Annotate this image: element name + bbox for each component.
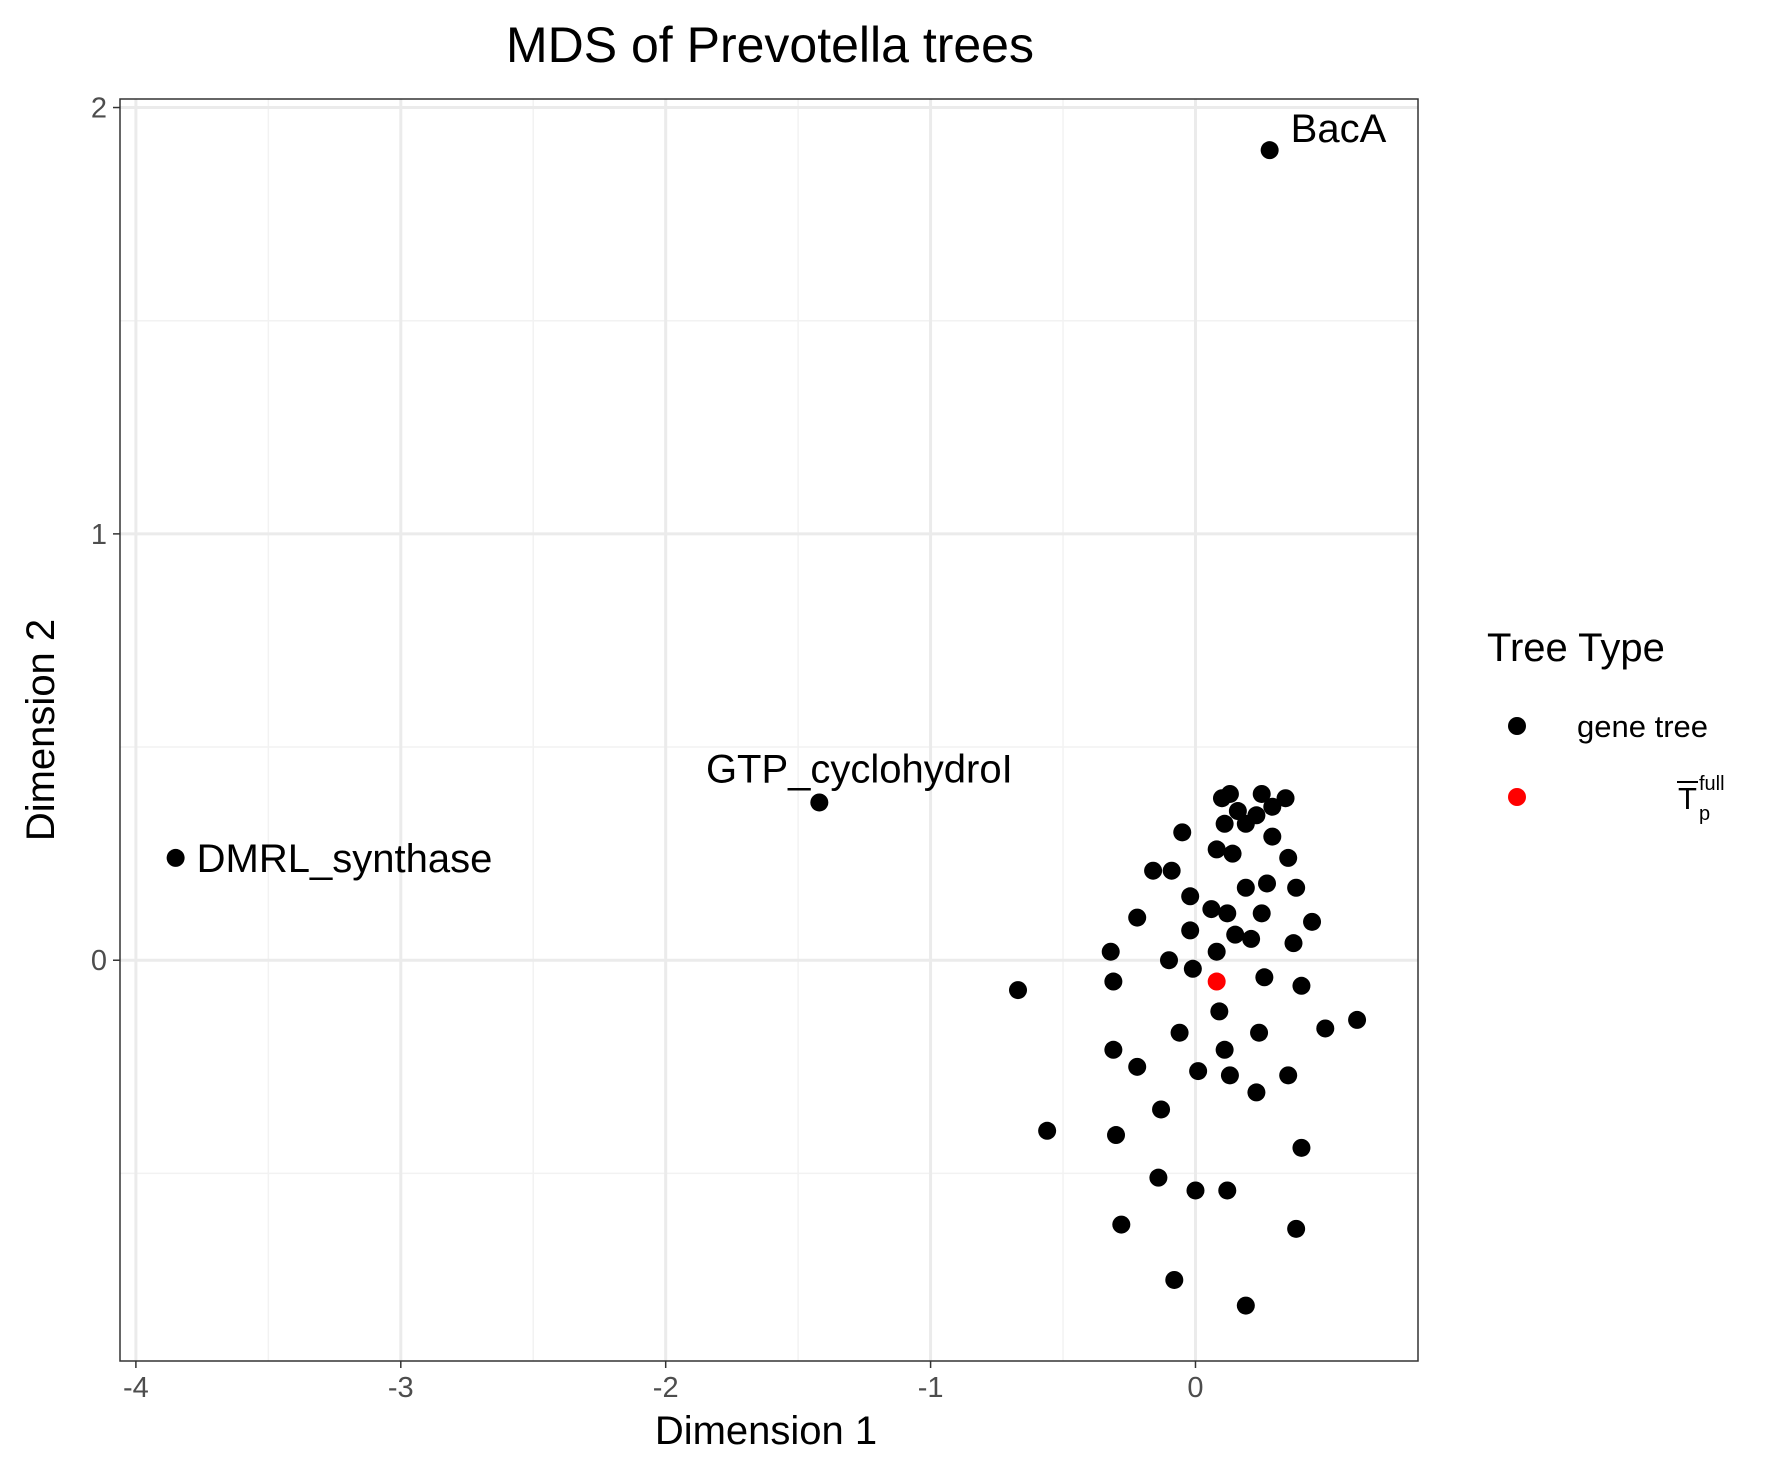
data-point <box>1207 840 1226 859</box>
data-point <box>1144 861 1163 880</box>
data-point <box>1242 929 1261 948</box>
point-label: BacA <box>1291 107 1387 151</box>
data-point <box>1181 921 1200 940</box>
data-point <box>1276 789 1295 808</box>
data-point <box>1112 1215 1131 1234</box>
data-point <box>1207 942 1226 961</box>
data-point <box>1107 1126 1126 1145</box>
data-point <box>1189 1062 1208 1081</box>
data-point <box>1215 814 1234 833</box>
data-point <box>1287 1219 1306 1238</box>
data-point <box>1128 908 1147 927</box>
data-point <box>810 793 829 812</box>
data-point <box>1260 141 1279 160</box>
data-point <box>1348 1010 1367 1029</box>
data-point <box>1152 1100 1171 1119</box>
data-point <box>1287 878 1306 897</box>
legend: Tree Type gene tree T p full <box>1487 626 1725 825</box>
legend-title: Tree Type <box>1487 626 1665 670</box>
x-tick-label: -1 <box>918 1372 944 1404</box>
data-point <box>1149 1168 1168 1187</box>
x-tick-label: -3 <box>388 1372 414 1404</box>
chart-title: MDS of Prevotella trees <box>506 17 1034 73</box>
y-tick-label: 1 <box>91 519 107 551</box>
data-point <box>1236 1296 1255 1315</box>
data-point <box>1173 823 1192 842</box>
y-tick-label: 2 <box>91 93 107 125</box>
data-point <box>1250 1023 1269 1042</box>
y-tick-label: 0 <box>91 945 107 977</box>
data-point <box>1236 814 1255 833</box>
data-point <box>1316 1019 1335 1038</box>
data-point <box>1186 1181 1205 1200</box>
data-point <box>1223 844 1242 863</box>
legend-key <box>1508 788 1526 806</box>
data-point <box>1220 1066 1239 1085</box>
data-point <box>1226 925 1245 944</box>
legend-label: gene tree <box>1577 709 1708 744</box>
data-point <box>1104 1040 1123 1059</box>
data-point <box>166 848 185 867</box>
data-point <box>1284 934 1303 953</box>
legend-key <box>1508 717 1526 735</box>
data-point <box>1162 861 1181 880</box>
plot-area: -4 -3 -2 -1 0 0 1 2 BacA DMRL_synthase GTP_cyclohy… <box>91 93 1419 1404</box>
data-point <box>1252 784 1271 803</box>
x-tick-label: -4 <box>123 1372 149 1404</box>
data-point <box>1263 797 1282 816</box>
data-point <box>1009 981 1028 1000</box>
data-point <box>1210 1002 1229 1021</box>
panel-border <box>119 98 1419 1362</box>
data-point <box>1303 912 1322 931</box>
x-tick-label: -2 <box>653 1372 679 1404</box>
x-axis-title: Dimension 1 <box>655 1409 877 1453</box>
data-point <box>1258 874 1277 893</box>
legend-label: T <box>1678 781 1697 816</box>
data-point <box>1255 968 1274 987</box>
data-point <box>1279 848 1298 867</box>
data-point <box>1236 878 1255 897</box>
data-point <box>1170 1023 1189 1042</box>
data-point <box>1220 784 1239 803</box>
data-point <box>1181 887 1200 906</box>
point-label: GTP_cyclohydroI <box>706 747 1013 791</box>
y-axis-title: Dimension 2 <box>19 619 63 841</box>
data-point <box>1252 904 1271 923</box>
data-point <box>1159 951 1178 970</box>
data-point <box>1247 1083 1266 1102</box>
data-point <box>1038 1121 1057 1140</box>
data-point <box>1292 976 1311 995</box>
data-point <box>1202 900 1221 919</box>
data-point <box>1292 1138 1311 1157</box>
legend-subscript: p <box>1699 803 1710 825</box>
x-tick-label: 0 <box>1187 1372 1203 1404</box>
data-point <box>1279 1066 1298 1085</box>
data-point <box>1207 972 1226 991</box>
data-point <box>1183 959 1202 978</box>
data-point <box>1165 1270 1184 1289</box>
data-point <box>1218 1181 1237 1200</box>
data-point <box>1128 1057 1147 1076</box>
data-point <box>1104 972 1123 991</box>
data-point <box>1215 1040 1234 1059</box>
point-label: DMRL_synthase <box>197 837 493 881</box>
data-point <box>1263 827 1282 846</box>
legend-superscript: full <box>1699 773 1725 795</box>
data-point <box>1101 942 1120 961</box>
data-point <box>1218 904 1237 923</box>
